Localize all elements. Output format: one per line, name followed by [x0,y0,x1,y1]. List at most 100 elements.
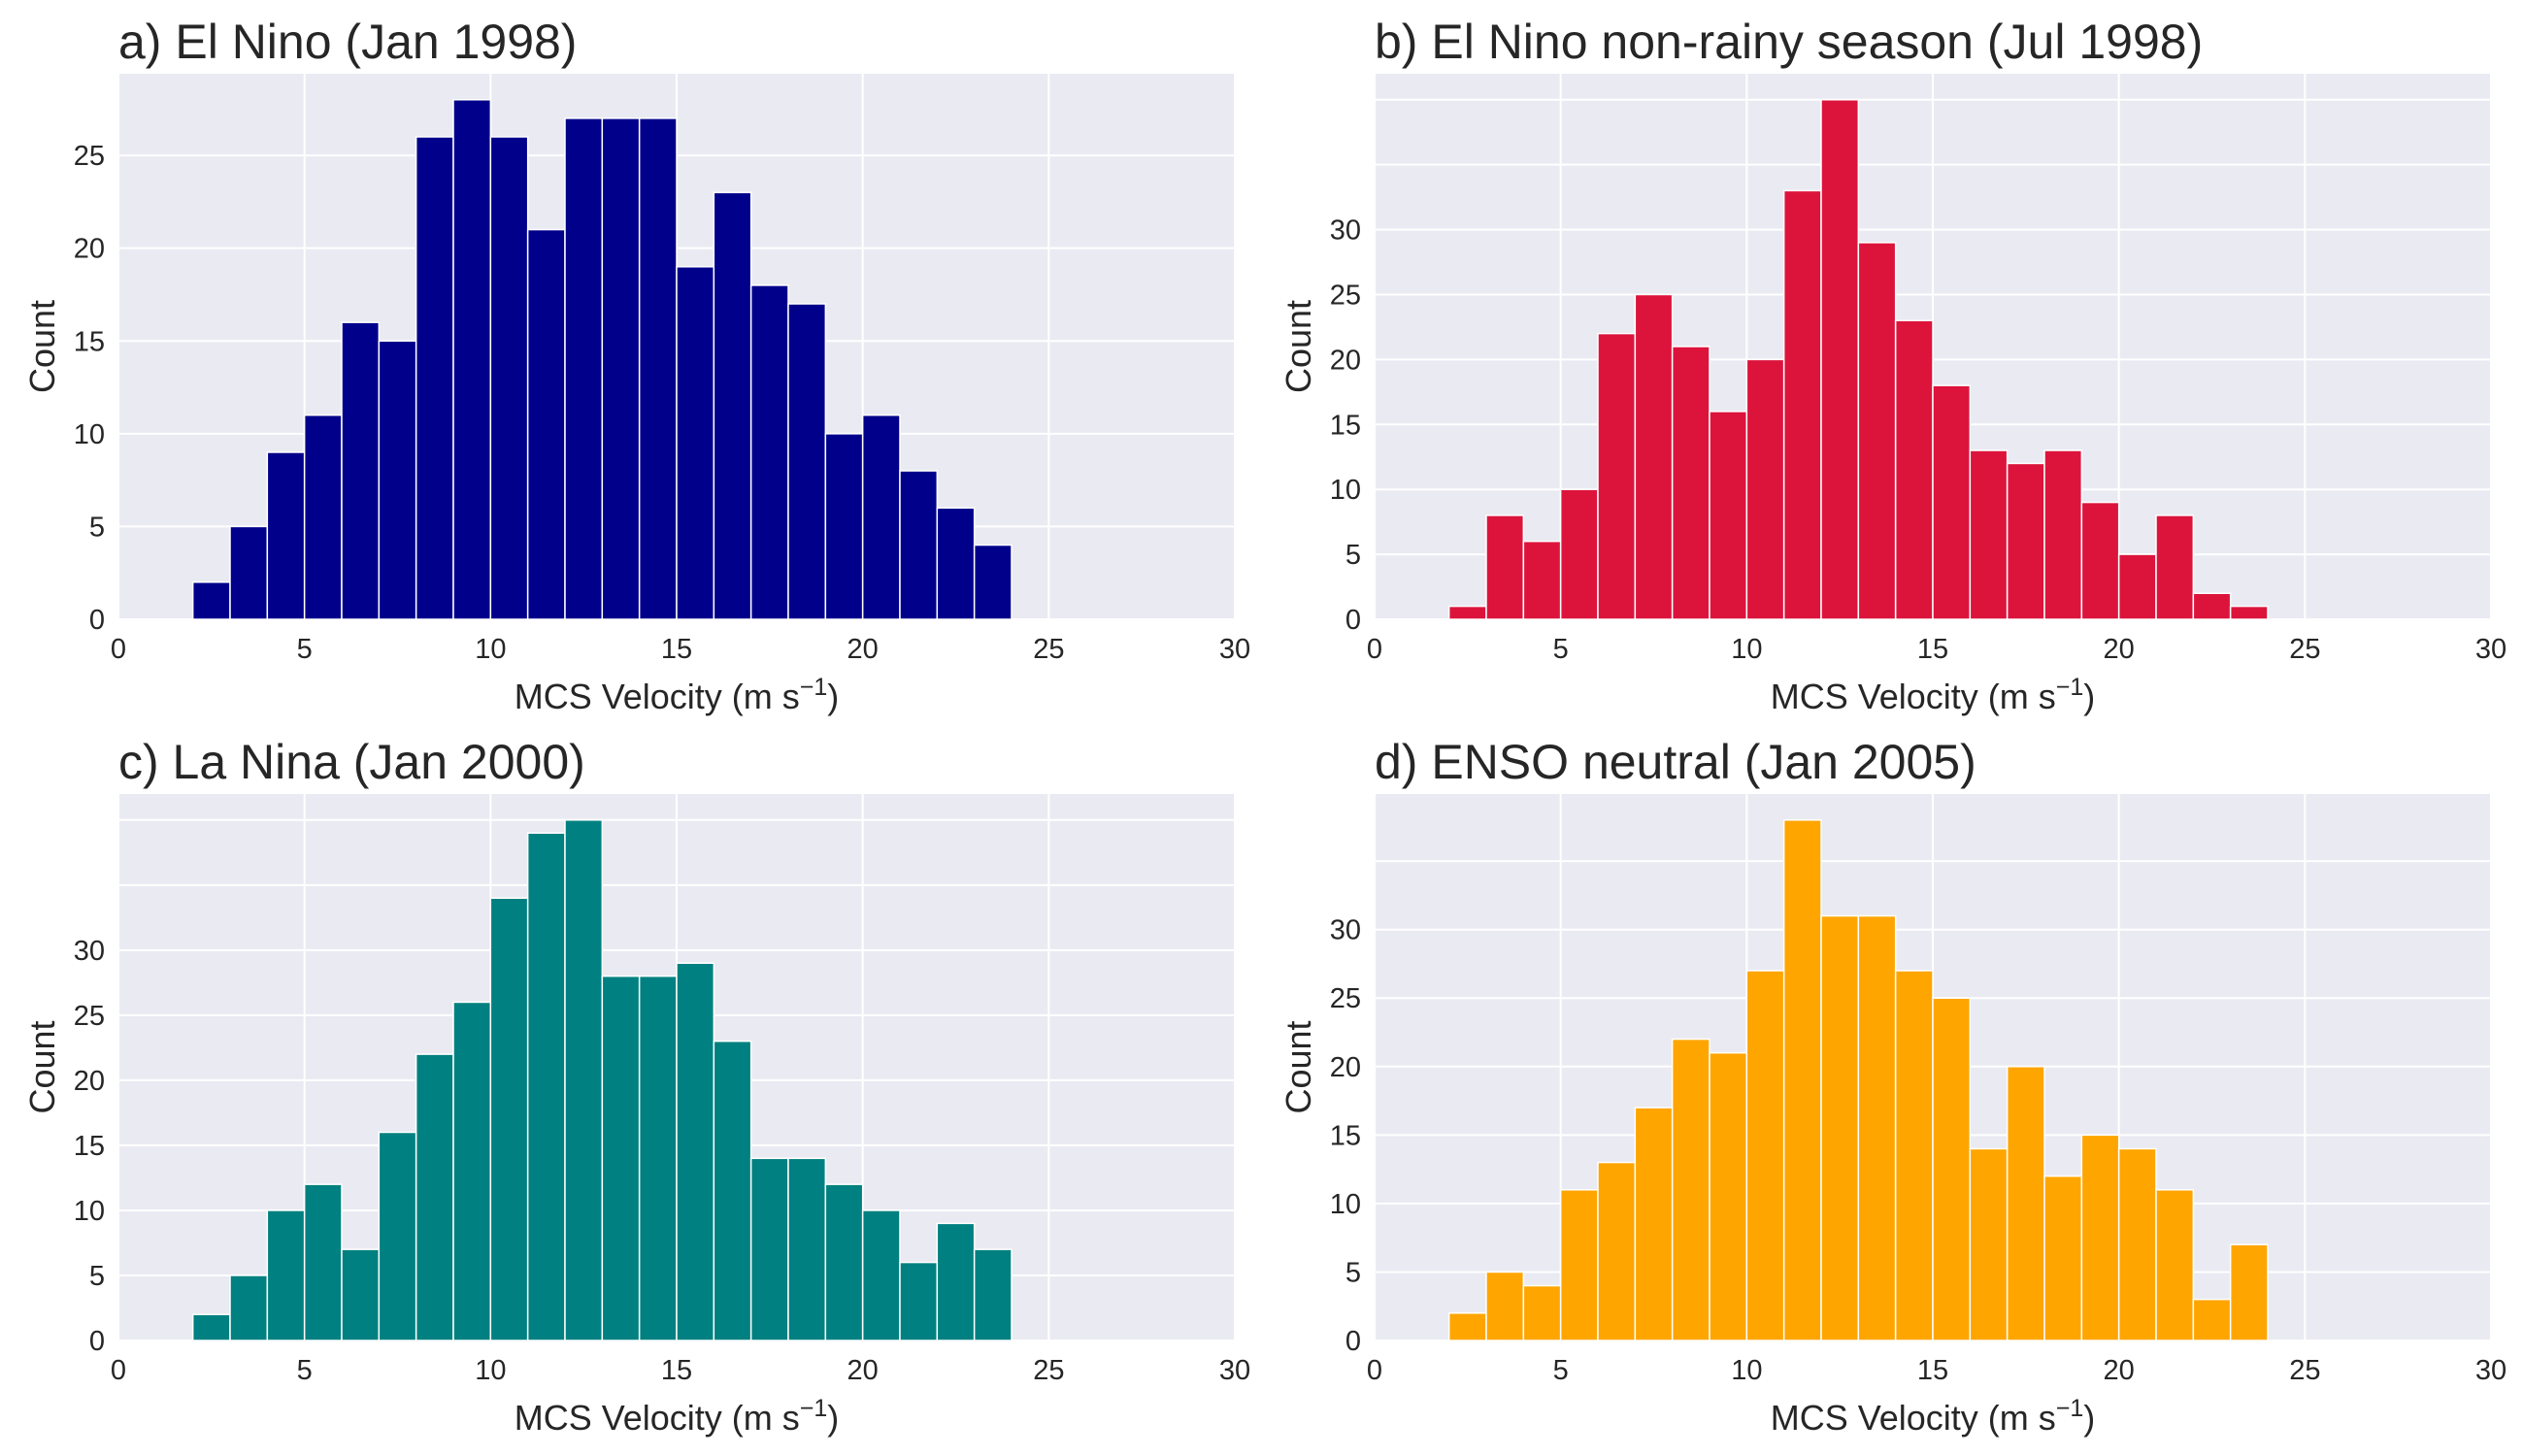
histogram-bar [191,581,231,620]
x-axis-label-superscript: −1 [800,1395,828,1422]
histogram-bar [2155,514,2195,620]
histogram-bar [1857,914,1897,1341]
histogram-bar [378,340,417,620]
x-tick-label: 10 [475,634,506,665]
histogram-bar [1709,411,1748,620]
x-axis-label: MCS Velocity (m s−1) [1771,674,2096,716]
histogram-bar [1745,358,1785,620]
histogram-bar [2117,553,2157,620]
histogram-bar [1820,99,1860,620]
histogram-bar [452,99,492,620]
y-tick-label: 15 [74,1131,105,1162]
histogram-bar [749,1157,789,1341]
panel-title: b) El Nino non-rainy season (Jul 1998) [1375,15,2203,69]
histogram-bar [973,1248,1013,1341]
x-tick-label: 10 [1731,634,1762,665]
y-tick-label: 20 [1330,345,1361,376]
x-tick-label: 30 [2475,1355,2507,1386]
histogram-bar [229,525,269,620]
y-tick-label: 0 [89,1326,105,1357]
x-tick-label: 15 [661,1355,692,1386]
x-axis-label-text: MCS Velocity (m s [1771,1398,2056,1438]
x-tick-label: 30 [1219,634,1250,665]
histogram-bar [1447,1312,1487,1341]
x-axis-label-text: MCS Velocity (m s [515,1398,800,1438]
histogram-bar [1969,1147,2009,1341]
histogram-bar [1745,970,1785,1341]
x-tick-label: 5 [1553,634,1569,665]
y-tick-label: 5 [89,1261,105,1292]
histogram-bar [1634,293,1674,620]
x-axis-label-superscript: −1 [2056,1395,2084,1422]
histogram-bar [1932,997,1972,1341]
histogram-bar [266,451,306,620]
histogram-panel: 0 5 10 15 20 25 30 0 5 10 15 20 25 a) El Nino (Jan 19… [22,15,1250,716]
x-axis-label-close: ) [2083,677,2095,716]
histogram-bar [824,433,864,620]
histogram-bar [1447,605,1487,620]
y-tick-label: 30 [1330,215,1361,247]
histogram-bar [1522,540,1562,620]
y-tick-label: 20 [74,234,105,265]
histogram-bar [1634,1107,1674,1341]
histogram-bar [1597,1161,1637,1341]
x-tick-label: 20 [2104,1355,2135,1386]
x-axis-label: MCS Velocity (m s−1) [515,1395,840,1438]
x-axis-label-text: MCS Velocity (m s [515,677,800,716]
histogram-bar [303,1183,343,1341]
y-tick-label: 10 [74,419,105,450]
histogram-bar [1485,1271,1525,1341]
histogram-bar [1782,819,1822,1341]
x-tick-label: 5 [297,1355,313,1386]
x-axis-label: MCS Velocity (m s−1) [1771,1395,2096,1438]
histogram-bar [415,1053,454,1341]
x-tick-label: 0 [1367,1355,1382,1386]
x-axis-label-superscript: −1 [800,674,828,701]
histogram-bar [1894,970,1934,1341]
panel-title: a) El Nino (Jan 1998) [118,15,577,69]
histogram-bar [2192,1298,2232,1341]
histogram-bar [489,136,529,620]
histogram-bar [1671,1038,1710,1341]
histogram-bar [1857,242,1897,620]
histogram-bar [452,1001,492,1341]
x-tick-label: 0 [1367,634,1382,665]
y-tick-label: 15 [1330,1120,1361,1151]
y-tick-label: 5 [1345,540,1361,571]
x-tick-label: 25 [1033,1355,1064,1386]
histogram-bar [341,1248,381,1341]
histogram-bar [341,321,381,620]
x-tick-label: 30 [2475,634,2507,665]
y-tick-label: 0 [1345,1326,1361,1357]
y-tick-label: 0 [89,605,105,636]
histogram-bar [638,117,678,620]
histogram-bar [2192,592,2232,620]
histogram-bar [1894,319,1934,620]
histogram-panel: 0 5 10 15 20 25 30 0 5 10 15 20 25 30 d) ENSO neutral … [1279,735,2507,1438]
x-tick-label: 0 [111,634,126,665]
histogram-bar [489,897,529,1341]
panel-title: c) La Nina (Jan 2000) [118,735,585,789]
histogram-bar [676,266,715,620]
y-tick-label: 0 [1345,605,1361,636]
y-tick-label: 25 [74,1001,105,1032]
histogram-bar [2080,501,2120,620]
x-tick-label: 30 [1219,1355,1250,1386]
histogram-bar [2006,462,2045,620]
histogram-bar [1597,332,1637,620]
y-axis-label: Count [22,300,62,393]
x-tick-label: 25 [2289,1355,2320,1386]
histogram-panel: 0 5 10 15 20 25 30 0 5 10 15 20 25 30 c) La Nina (Jan … [22,735,1250,1438]
y-tick-label: 30 [1330,915,1361,946]
histogram-bar [2006,1066,2045,1341]
histogram-bar [229,1274,269,1341]
histogram-bar [526,228,566,620]
histogram-bar [936,507,976,620]
histogram-bar [526,832,566,1341]
histogram-bar [2043,1175,2083,1341]
y-tick-label: 10 [1330,475,1361,506]
x-tick-label: 5 [1553,1355,1569,1386]
histogram-bar [824,1183,864,1341]
histogram-bar [1522,1284,1562,1341]
